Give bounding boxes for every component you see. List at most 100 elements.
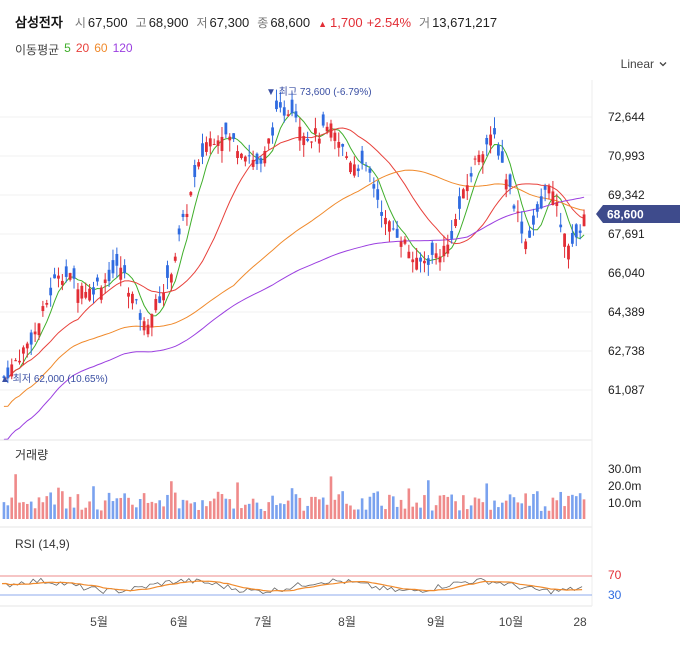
volume-bar	[232, 508, 235, 519]
rsi-line	[1, 577, 583, 595]
candle-body	[127, 292, 130, 297]
candle-body	[497, 144, 500, 156]
volume-bar	[500, 502, 504, 519]
open-label: 시	[74, 16, 86, 30]
candle-body	[45, 302, 49, 305]
candle-body	[461, 189, 465, 199]
moving-average-legend: 이동평균 5 20 60 120	[15, 41, 133, 58]
volume-bar	[45, 496, 49, 519]
candle-body	[95, 277, 99, 282]
volume-bar	[244, 504, 247, 519]
volume-bar	[391, 496, 395, 519]
candle-body	[450, 230, 454, 239]
candle-body	[535, 204, 539, 212]
volume-bar	[356, 509, 360, 519]
ma-120-line	[3, 196, 585, 440]
volume-bar	[368, 496, 372, 519]
candle-body	[298, 126, 302, 141]
volume-bar	[2, 502, 6, 519]
candle-body	[356, 168, 360, 172]
x-axis-label: 6월	[170, 615, 188, 629]
volume-bar	[372, 492, 376, 519]
candle-body	[134, 299, 138, 301]
ma-20-label[interactable]: 20	[75, 41, 90, 55]
candle-body	[337, 141, 341, 148]
scale-selector-value: Linear	[620, 57, 654, 71]
volume-bar	[314, 496, 317, 519]
volume-bar	[240, 508, 243, 519]
candle-body	[173, 256, 177, 261]
volume-bar	[22, 502, 25, 519]
x-axis-label: 10월	[499, 615, 523, 629]
volume-bar	[360, 498, 364, 519]
candle-body	[582, 214, 586, 227]
volume-bar	[403, 508, 407, 519]
candle-body	[6, 367, 10, 379]
candle-body	[329, 123, 333, 138]
volume-bar	[528, 505, 531, 519]
candle-body	[53, 274, 56, 279]
volume-bar	[41, 502, 45, 519]
candle-body	[434, 253, 438, 258]
volume-bar	[177, 508, 181, 519]
candle-body	[423, 260, 426, 264]
volume-bar	[150, 501, 154, 519]
candle-body	[391, 228, 395, 230]
candle-body	[360, 150, 364, 164]
period-low-marker: ▲ 최저 62,000 (10.65%)	[0, 373, 108, 385]
volume-bar	[337, 494, 341, 519]
volume-bar	[127, 497, 130, 519]
candle-body	[504, 179, 508, 190]
candle-body	[380, 212, 383, 216]
scale-selector[interactable]: Linear	[621, 57, 668, 71]
candle-body	[177, 228, 181, 235]
candle-body	[228, 136, 232, 141]
volume-bar	[469, 505, 473, 519]
volume-bar	[341, 491, 344, 519]
ma-20-line	[3, 127, 585, 379]
candle-body	[201, 143, 204, 157]
volume-bar	[555, 500, 559, 519]
volume-bar	[578, 493, 582, 519]
candle-body	[574, 224, 578, 238]
volume-bar	[399, 499, 403, 519]
volume-bar	[516, 502, 520, 519]
volume-bar	[135, 507, 138, 519]
candle-body	[80, 285, 84, 299]
volume-bar	[345, 503, 348, 519]
volume-bar	[224, 498, 228, 519]
ma-60-line	[3, 169, 585, 407]
volume-bar	[465, 509, 469, 519]
volume-bar	[236, 482, 239, 519]
candle-body	[255, 153, 259, 165]
volume-bar	[524, 493, 527, 519]
candle-body	[539, 196, 543, 209]
volume-bar	[306, 505, 309, 519]
candle-body	[18, 360, 21, 363]
volume-bar	[271, 495, 274, 519]
volume-bar	[395, 506, 399, 519]
volume-bar	[473, 497, 477, 519]
ma-120-label[interactable]: 120	[112, 41, 133, 55]
volume-bar	[263, 510, 267, 519]
candle-body	[341, 144, 345, 147]
volume-bar	[201, 500, 204, 519]
candle-body	[41, 306, 45, 312]
volume-bar	[282, 504, 286, 519]
ma-60-label[interactable]: 60	[94, 41, 108, 55]
candle-body	[399, 241, 403, 247]
open-value: 67,500	[87, 15, 128, 30]
candle-body	[321, 114, 325, 126]
candle-body	[158, 296, 162, 303]
ma-5-label[interactable]: 5	[64, 41, 71, 55]
volume-bar	[72, 507, 76, 519]
volume-bar	[582, 499, 586, 519]
candle-body	[84, 291, 88, 298]
rsi-signal-line	[1, 580, 583, 592]
candle-body	[306, 138, 310, 141]
x-axis-label: 7월	[254, 615, 272, 629]
volume-bar	[427, 480, 430, 519]
candle-body	[403, 239, 407, 244]
candle-body	[446, 244, 450, 254]
